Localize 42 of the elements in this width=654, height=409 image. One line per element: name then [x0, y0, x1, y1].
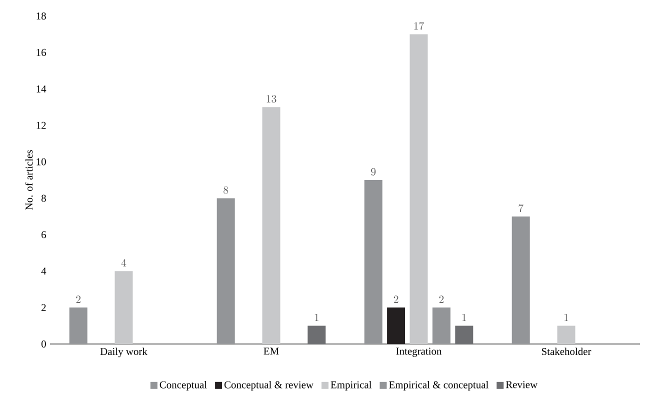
- bar: [69, 308, 88, 344]
- legend-label: Review: [506, 381, 538, 388]
- legend-label: Empirical: [330, 380, 372, 390]
- y-tick-label: 0: [41, 340, 46, 348]
- legend-label: Conceptual: [160, 380, 207, 390]
- data-label: 9: [371, 168, 376, 176]
- y-tick-label: 12: [36, 122, 46, 129]
- data-label: 1: [462, 314, 466, 322]
- bar: [410, 34, 428, 344]
- bar: [114, 271, 133, 344]
- legend-label: Empirical & conceptual: [389, 380, 488, 390]
- y-tick-label: 18: [36, 12, 46, 20]
- data-label: 2: [76, 296, 81, 303]
- bar: [262, 107, 280, 344]
- y-tick-label: 14: [36, 85, 46, 92]
- x-tick-label: Daily work: [100, 348, 148, 358]
- bar: [512, 216, 530, 344]
- y-tick-label: 4: [41, 268, 46, 275]
- x-tick-label: EM: [264, 348, 279, 355]
- y-tick-label: 6: [42, 231, 46, 238]
- x-tick-label: Integration: [396, 348, 442, 357]
- data-label: 7: [518, 204, 524, 212]
- data-label: 8: [224, 186, 228, 194]
- bar: [216, 198, 235, 344]
- data-label: 13: [266, 95, 276, 103]
- y-tick-label: 8: [41, 194, 46, 202]
- bar: [557, 326, 576, 344]
- data-label: 2: [394, 296, 398, 303]
- bar: [387, 308, 406, 344]
- data-label: 4: [121, 259, 126, 266]
- x-tick-label: Stakeholder: [542, 348, 592, 356]
- data-label: 1: [564, 314, 568, 322]
- data-label: 1: [314, 314, 318, 322]
- y-axis-title: No. of articles: [25, 150, 33, 210]
- bar: [364, 180, 382, 344]
- y-tick-label: 10: [36, 158, 46, 166]
- bar: [432, 308, 450, 344]
- data-label: 17: [414, 22, 424, 30]
- data-label: 2: [439, 296, 444, 303]
- legend-label: Conceptual & review: [224, 380, 314, 390]
- y-tick-label: 2: [42, 304, 46, 312]
- y-tick-label: 16: [36, 48, 46, 56]
